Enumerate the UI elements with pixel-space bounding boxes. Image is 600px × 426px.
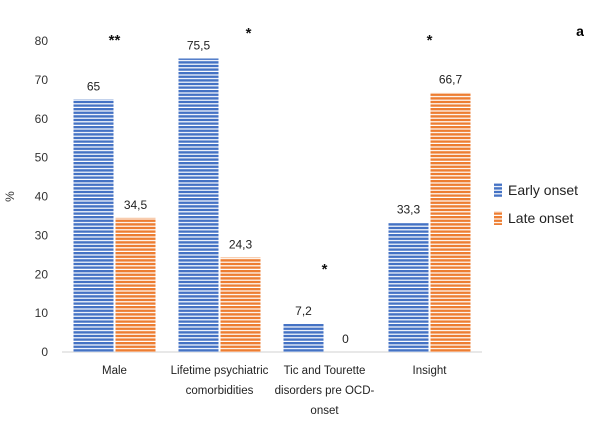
significance-markers: ** ***: [109, 25, 433, 278]
legend-swatch: [494, 183, 502, 197]
y-tick-label: 70: [35, 73, 49, 87]
data-label: 34,5: [124, 198, 148, 212]
bar-late-onset: [220, 257, 261, 352]
category-labels: Male Lifetime psychiatric comorbidities Tic…: [102, 365, 447, 417]
panel-label: a: [576, 23, 584, 39]
legend: Early onset Late onset: [494, 182, 578, 226]
y-tick-label: 0: [41, 345, 48, 359]
data-label: 33,3: [397, 203, 421, 217]
bar-early-onset: [388, 222, 429, 352]
y-tick-label: 40: [35, 190, 49, 204]
legend-label: Early onset: [508, 182, 578, 198]
y-tick-label: 80: [35, 34, 49, 48]
y-tick-label: 20: [35, 267, 49, 281]
category-label: Tic and Tourette: [284, 365, 366, 377]
significance-marker: **: [109, 32, 121, 49]
data-label: 24,3: [229, 238, 253, 252]
bar-early-onset: [73, 99, 114, 352]
significance-marker: *: [322, 261, 328, 278]
category-label: Insight: [413, 365, 448, 377]
y-tick-label: 50: [35, 151, 49, 165]
data-label: 66,7: [439, 73, 463, 87]
y-tick-label: 30: [35, 228, 49, 242]
bars: [73, 58, 471, 353]
y-tick-label: 10: [35, 306, 49, 320]
data-labels: 65 34,5 75,5 24,3 7,2 0 33,3 66,7: [87, 38, 463, 346]
category-label: disorders pre OCD-: [275, 385, 375, 397]
bar-early-onset: [283, 324, 324, 352]
bar-late-onset: [430, 92, 471, 353]
data-label: 7,2: [295, 304, 312, 318]
legend-swatch: [494, 211, 502, 225]
bar-early-onset: [178, 58, 219, 353]
significance-marker: *: [427, 32, 433, 49]
category-label: Lifetime psychiatric: [171, 365, 269, 377]
legend-label: Late onset: [508, 210, 573, 226]
category-label: onset: [310, 405, 339, 417]
y-tick-label: 60: [35, 112, 49, 126]
data-label: 0: [342, 332, 349, 346]
data-label: 65: [87, 79, 101, 93]
data-label: 75,5: [187, 38, 211, 52]
category-label: comorbidities: [186, 385, 254, 397]
bar-late-onset: [115, 217, 156, 352]
y-axis-label: %: [3, 191, 17, 202]
significance-marker: *: [246, 25, 252, 42]
category-label: Male: [102, 365, 127, 377]
